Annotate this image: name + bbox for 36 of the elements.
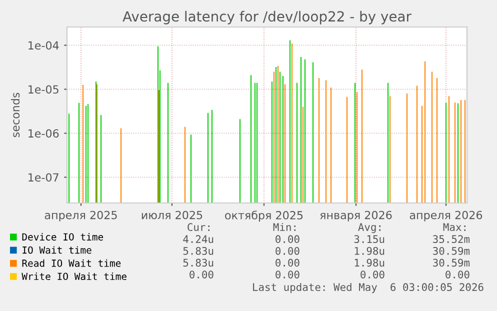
y-tick-label: 1e-07: [28, 173, 58, 182]
x-tick-label: апреля 2026: [410, 210, 482, 222]
text: Cur:: [188, 223, 210, 232]
text: 0.00: [276, 246, 300, 255]
text: Avg:: [358, 223, 380, 234]
text: 5.83u: [183, 246, 214, 255]
legend-label: Write IO Wait time: [22, 272, 126, 280]
text: Last update: Wed May 6 03:00:05 2026: [253, 282, 484, 294]
text: Max:: [443, 223, 466, 232]
legend-label: Device IO time: [22, 233, 104, 241]
x-tick-label: апреля 2025: [44, 210, 117, 222]
text: 4.24u: [183, 235, 214, 244]
legend-label: Read IO Wait time: [22, 259, 121, 267]
y-tick-label: 1e-04: [28, 41, 59, 50]
text: 0.00: [190, 270, 214, 278]
chart-title: Average latency for /dev/loop22 - by year: [122, 10, 412, 24]
text: 5.83u: [183, 258, 214, 267]
text: 1.98u: [354, 246, 384, 255]
text: 0.00: [276, 235, 300, 244]
y-tick-label: 1e-05: [28, 85, 58, 94]
legend-label: IO Wait time: [22, 246, 92, 254]
x-tick-label: июля 2025: [142, 210, 202, 220]
text: 0.00: [446, 270, 470, 278]
text: 30.59m: [433, 258, 470, 267]
text: Min:: [273, 222, 296, 231]
text: 0.00: [276, 270, 300, 278]
text: 1.98u: [354, 258, 384, 267]
text: 35.52m: [433, 235, 470, 244]
x-tick-label: января 2026: [320, 210, 392, 222]
y-axis-title: seconds: [11, 92, 20, 138]
text: 3.15u: [354, 235, 384, 244]
text: 0.00: [276, 258, 300, 267]
text: 30.59m: [433, 246, 470, 255]
y-tick-label: 1e-06: [28, 129, 59, 138]
text: 0.00: [360, 270, 384, 278]
x-tick-label: октября 2025: [225, 210, 303, 222]
